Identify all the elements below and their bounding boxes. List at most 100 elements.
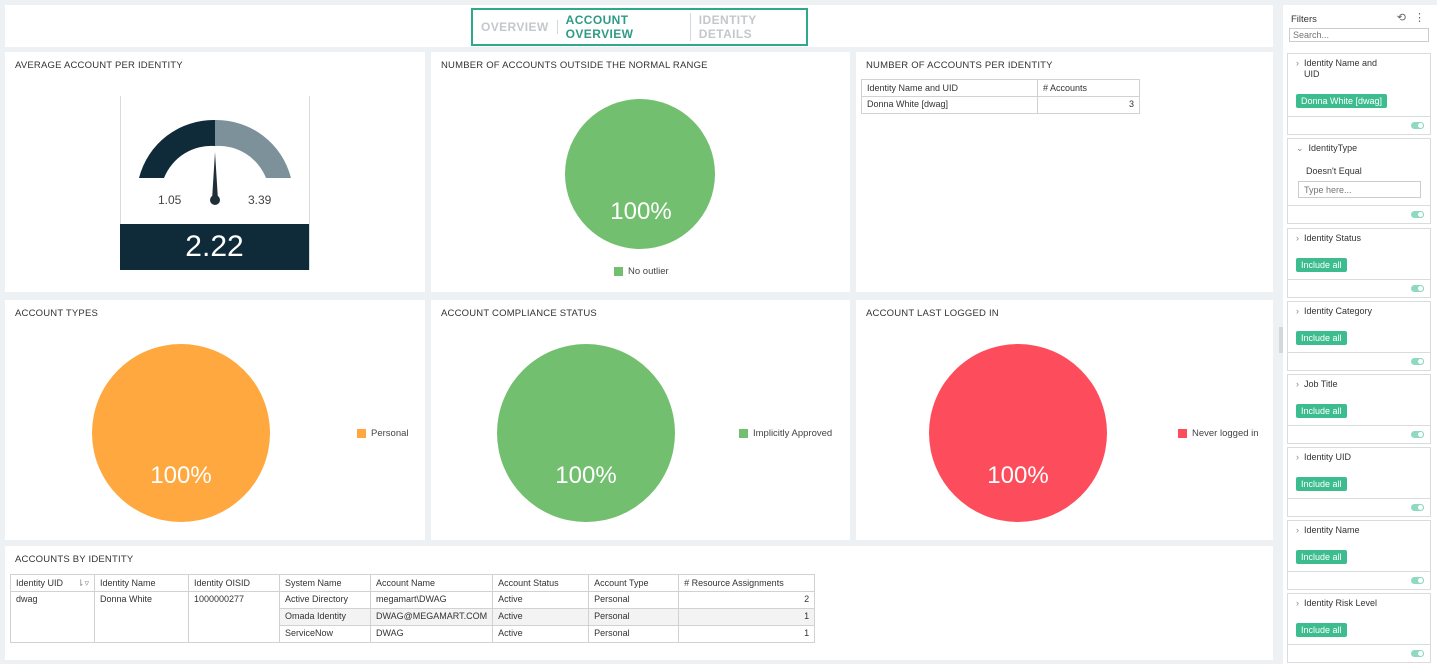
filter-toggle[interactable] — [1411, 504, 1424, 511]
filter-label: Identity UID — [1304, 452, 1352, 462]
table-row[interactable]: Omada Identity DWAG@MEGAMART.COM Active … — [11, 608, 816, 626]
table-cell-identity-name: Donna White — [94, 591, 189, 643]
filter-operator[interactable]: Doesn't Equal — [1306, 166, 1362, 176]
column-header[interactable]: Identity Name — [94, 574, 189, 592]
filter-chip[interactable]: Donna White [dwag] — [1296, 94, 1388, 108]
panel-account-types: ACCOUNT TYPES 100% Personal — [5, 300, 425, 540]
filter-chip[interactable]: Include all — [1296, 404, 1347, 418]
filter-header[interactable]: › Identity Name and UID — [1288, 54, 1430, 80]
table-cell: DWAG@MEGAMART.COM — [369, 608, 494, 626]
panel-title: ACCOUNTS BY IDENTITY — [15, 554, 134, 565]
filter-toggle[interactable] — [1411, 122, 1424, 129]
table-cell: Personal — [588, 591, 680, 609]
sidebar-resize-handle[interactable] — [1279, 327, 1283, 353]
table-row[interactable]: dwag Donna White 1000000277 Active Direc… — [10, 591, 816, 643]
table-row[interactable]: ServiceNow DWAG Active Personal 1 — [11, 625, 816, 643]
tab-identity-details[interactable]: IDENTITY DETAILS — [698, 13, 757, 41]
filter-label: Identity Name — [1304, 525, 1360, 535]
chevron-right-icon: › — [1296, 379, 1299, 389]
gauge-chart — [139, 119, 291, 205]
filter-header[interactable]: › Identity UID — [1288, 448, 1430, 463]
column-header[interactable]: Account Name — [369, 574, 494, 592]
panel-title: ACCOUNT COMPLIANCE STATUS — [441, 308, 597, 319]
tab-account-overview[interactable]: ACCOUNT OVERVIEW — [558, 13, 691, 41]
table-cell: Active — [492, 591, 590, 609]
pie-slice-personal[interactable] — [92, 344, 270, 522]
table-cell: Active — [492, 608, 590, 626]
filters-search-input[interactable] — [1289, 28, 1429, 42]
legend-never-logged-in[interactable]: Never logged in — [1178, 428, 1259, 439]
legend-implicitly-approved[interactable]: Implicitly Approved — [739, 428, 832, 439]
filter-text-input[interactable] — [1298, 181, 1421, 198]
legend-label: Personal — [371, 428, 409, 439]
filter-chip[interactable]: Include all — [1296, 477, 1347, 491]
filter-toggle[interactable] — [1411, 285, 1424, 292]
reset-icon[interactable]: ⟲ — [1396, 12, 1406, 24]
filter-toggle[interactable] — [1411, 650, 1424, 657]
filter-identity-name: › Identity Name Include all — [1287, 520, 1431, 590]
table-row[interactable]: Donna White [dwag] 3 — [861, 96, 1140, 114]
filter-toggle[interactable] — [1411, 577, 1424, 584]
tab-overview[interactable]: OVERVIEW — [473, 20, 558, 34]
panel-title: AVERAGE ACCOUNT PER IDENTITY — [15, 60, 183, 71]
filter-header[interactable]: › Identity Status — [1288, 229, 1430, 244]
gauge-needle-hub — [210, 195, 220, 205]
column-header-identity-uid[interactable]: Identity UID ⇂▿ — [10, 574, 95, 592]
more-options-icon[interactable]: ⋮ — [1414, 12, 1425, 24]
table-cell-identity-uid: dwag — [10, 591, 95, 643]
filter-toggle[interactable] — [1411, 211, 1424, 218]
filter-footer — [1288, 644, 1430, 662]
gauge-needle — [212, 152, 218, 200]
filter-header[interactable]: ⌄ IdentityType — [1288, 139, 1430, 154]
chevron-right-icon: › — [1296, 306, 1299, 316]
filter-chip[interactable]: Include all — [1296, 550, 1347, 564]
chevron-right-icon: › — [1296, 233, 1299, 243]
column-header[interactable]: # Resource Assignments — [678, 574, 816, 592]
filter-label: Identity Risk Level — [1304, 598, 1378, 608]
filter-footer — [1288, 571, 1430, 589]
filter-footer — [1288, 498, 1430, 516]
filter-header[interactable]: › Identity Risk Level — [1288, 594, 1430, 609]
filter-label: Identity Status — [1304, 233, 1362, 243]
table-cell: DWAG — [369, 625, 494, 643]
legend-personal[interactable]: Personal — [357, 428, 409, 439]
dashboard-main: OVERVIEW ACCOUNT OVERVIEW IDENTITY DETAI… — [5, 5, 1273, 660]
filter-toggle[interactable] — [1411, 431, 1424, 438]
filter-chip[interactable]: Include all — [1296, 331, 1347, 345]
pie-slice-no-outlier[interactable] — [565, 99, 715, 249]
table-cell: megamart\DWAG — [369, 591, 494, 609]
legend-label: Implicitly Approved — [753, 428, 833, 439]
column-header[interactable]: System Name — [279, 574, 371, 592]
filter-icon[interactable]: ⇂▿ — [76, 577, 89, 588]
column-header[interactable]: Identity Name and UID — [861, 79, 1038, 97]
filter-chip[interactable]: Include all — [1296, 623, 1347, 637]
filter-identity-risk-level: › Identity Risk Level Include all — [1287, 593, 1431, 663]
filter-job-title: › Job Title Include all — [1287, 374, 1431, 444]
legend-label: No outlier — [628, 266, 669, 277]
pie-chart-account-types — [92, 344, 270, 522]
pie-percent-label: 100% — [150, 462, 212, 489]
filter-header[interactable]: › Job Title — [1288, 375, 1430, 390]
filter-header[interactable]: › Identity Name — [1288, 521, 1430, 536]
accounts-per-identity-table: Identity Name and UID # Accounts Donna W… — [861, 79, 1140, 114]
filter-header[interactable]: › Identity Category — [1288, 302, 1430, 317]
table-cell: Active — [492, 625, 590, 643]
filter-toggle[interactable] — [1411, 358, 1424, 365]
column-header[interactable]: # Accounts — [1037, 79, 1140, 97]
filter-label: IdentityType — [1308, 143, 1358, 153]
column-header[interactable]: Account Type — [588, 574, 680, 592]
column-header[interactable]: Account Status — [492, 574, 590, 592]
pie-chart-outliers — [565, 99, 715, 249]
chevron-right-icon: › — [1296, 58, 1299, 68]
panel-outside-range: NUMBER OF ACCOUNTS OUTSIDE THE NORMAL RA… — [431, 52, 850, 292]
pie-slice-implicitly-approved[interactable] — [497, 344, 675, 522]
filter-chip[interactable]: Include all — [1296, 258, 1347, 272]
panel-title: NUMBER OF ACCOUNTS OUTSIDE THE NORMAL RA… — [441, 60, 708, 71]
panel-accounts-per-identity: NUMBER OF ACCOUNTS PER IDENTITY Identity… — [856, 52, 1273, 292]
gauge-filled-arc — [139, 119, 215, 178]
gauge-min-label: 1.05 — [158, 193, 182, 207]
pie-percent-label: 100% — [555, 462, 617, 489]
legend-no-outlier[interactable]: No outlier — [614, 266, 669, 277]
column-header[interactable]: Identity OISID — [188, 574, 280, 592]
pie-slice-never-logged-in[interactable] — [929, 344, 1107, 522]
